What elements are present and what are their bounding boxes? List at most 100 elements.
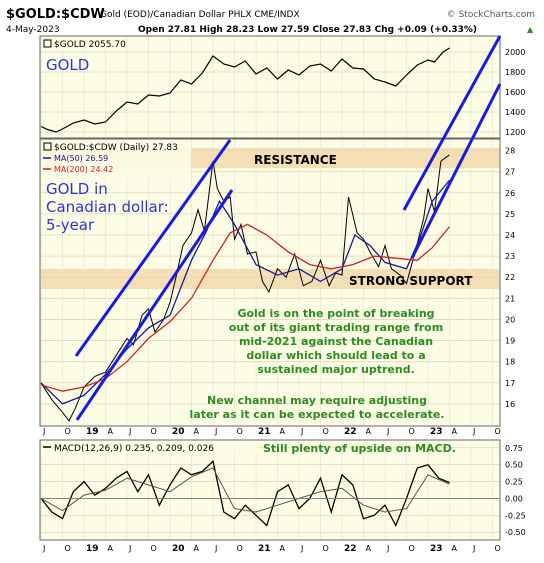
x-tick-label: A xyxy=(108,544,114,553)
x-tick-label: J xyxy=(42,544,45,553)
y-tick-label: 20 xyxy=(505,315,515,324)
ratio-legend: $GOLD:$CDW (Daily) 27.83 xyxy=(54,143,178,153)
x-tick-label: 19 xyxy=(86,544,99,554)
x-tick-label: A xyxy=(366,544,372,553)
ratio-title-line-1: GOLD in xyxy=(46,180,108,198)
macd-comment: Still plenty of upside on MACD. xyxy=(263,442,456,455)
ma200-legend: MA(200) 24.42 xyxy=(54,165,113,174)
x-tick-label: J xyxy=(214,544,217,553)
x-tick-label: O xyxy=(495,544,501,553)
x-tick-label: O xyxy=(237,544,243,553)
x-tick-label: J xyxy=(128,427,131,436)
x-tick-label: A xyxy=(194,544,200,553)
x-tick-label: 19 xyxy=(86,427,99,437)
y-tick-label: 21 xyxy=(505,294,515,303)
y-tick-label: 27 xyxy=(505,168,515,177)
x-tick-label: 23 xyxy=(430,544,443,554)
x-tick-label: 22 xyxy=(344,427,357,437)
comment-line-1: Gold is on the point of breaking xyxy=(237,307,434,320)
y-tick-label: 16 xyxy=(505,400,515,409)
x-tick-label: A xyxy=(452,544,458,553)
x-tick-label: A xyxy=(452,427,458,436)
x-tick-label: A xyxy=(108,427,114,436)
x-tick-label: O xyxy=(323,544,329,553)
resistance-label: RESISTANCE xyxy=(254,153,337,167)
x-tick-label: O xyxy=(409,427,415,436)
series-line--gold-cdw xyxy=(40,154,450,422)
axis-layer: 1200 1400 1600 1800 2000 16 17 18 19 20 21 22 23 24 25… xyxy=(42,48,526,554)
symbol-title: $GOLD:$CDW xyxy=(6,7,105,22)
x-tick-label: A xyxy=(280,544,286,553)
x-tick-label: A xyxy=(194,427,200,436)
x-tick-label: J xyxy=(386,427,389,436)
y-tick-label: 1400 xyxy=(505,108,525,117)
x-tick-label: 20 xyxy=(172,427,185,437)
y-tick-label: 0.00 xyxy=(505,494,523,503)
y-tick-label: 0.25 xyxy=(505,478,523,487)
copyright: © StockCharts.com xyxy=(447,10,535,20)
x-tick-label: O xyxy=(323,427,329,436)
x-tick-label: J xyxy=(300,427,303,436)
gold-legend: $GOLD 2055.70 xyxy=(54,40,126,50)
support-label: STRONG SUPPORT xyxy=(349,274,473,288)
chart-date: 4-May-2023 xyxy=(6,25,60,35)
gold-label: GOLD xyxy=(46,56,89,74)
x-tick-label: 21 xyxy=(258,427,271,437)
y-tick-label: 17 xyxy=(505,379,515,388)
gold-legend-swatch xyxy=(43,39,52,48)
macd-panel xyxy=(39,439,501,541)
x-tick-label: J xyxy=(128,544,131,553)
y-tick-label: 24 xyxy=(505,231,515,240)
y-tick-label: 1600 xyxy=(505,88,525,97)
x-tick-label: O xyxy=(151,544,157,553)
channel-note-line-2: later as it can be expected to accelerat… xyxy=(190,408,445,421)
x-tick-label: J xyxy=(214,427,217,436)
channel-line-upper-old xyxy=(74,139,232,357)
channel-line-lower-new xyxy=(410,83,502,259)
x-tick-label: O xyxy=(65,544,71,553)
comment-line-3: mid-2021 against the Canadian xyxy=(239,335,433,348)
y-tick-label: 0.75 xyxy=(505,444,523,453)
x-tick-label: 20 xyxy=(172,544,185,554)
series-line-macd xyxy=(40,460,450,528)
channel-line-lower-old xyxy=(75,189,234,421)
channel-note-line-1: New channel may require adjusting xyxy=(207,394,427,407)
gold-panel xyxy=(39,35,501,139)
ma50-legend: MA(50) 26.59 xyxy=(54,154,108,163)
y-tick-label: 28 xyxy=(505,147,515,156)
series-line--gold xyxy=(40,47,450,133)
y-tick-label: -0.25 xyxy=(505,511,526,520)
comment-line-2: out of its giant trading range from xyxy=(229,321,443,334)
series-line-ma-200- xyxy=(40,223,451,392)
y-tick-label: 26 xyxy=(505,189,515,198)
y-tick-label: 25 xyxy=(505,210,515,219)
x-tick-label: O xyxy=(65,427,71,436)
x-tick-label: J xyxy=(472,427,475,436)
y-tick-label: 23 xyxy=(505,252,515,261)
x-tick-label: 23 xyxy=(430,427,443,437)
x-tick-label: O xyxy=(237,427,243,436)
x-tick-label: 22 xyxy=(344,544,357,554)
y-tick-label: 1800 xyxy=(505,68,525,77)
comment-line-5: sustained major uptrend. xyxy=(257,363,415,376)
x-tick-label: 21 xyxy=(258,544,271,554)
channel-line-upper-new xyxy=(402,35,502,211)
y-tick-label: 19 xyxy=(505,337,515,346)
ratio-legend-bg xyxy=(41,140,191,178)
gold-legend-bg xyxy=(41,37,121,49)
x-tick-label: A xyxy=(366,427,372,436)
ratio-title-line-3: 5-year xyxy=(46,216,95,234)
x-tick-label: J xyxy=(300,544,303,553)
x-tick-label: O xyxy=(495,427,501,436)
up-arrow-icon: ▲ xyxy=(527,25,534,34)
x-tick-label: J xyxy=(386,544,389,553)
series-layer xyxy=(40,47,499,528)
y-tick-label: 0.50 xyxy=(505,461,523,470)
y-tick-label: 18 xyxy=(505,358,515,367)
comment-line-4: dollar which should lead to a xyxy=(246,349,425,362)
macd-legend-bg xyxy=(41,441,259,453)
y-tick-label: 2000 xyxy=(505,48,525,57)
x-tick-label: O xyxy=(409,544,415,553)
x-tick-label: A xyxy=(280,427,286,436)
